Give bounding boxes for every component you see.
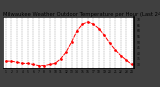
Text: Milwaukee Weather Outdoor Temperature per Hour (Last 24 Hours): Milwaukee Weather Outdoor Temperature pe…: [3, 12, 160, 17]
